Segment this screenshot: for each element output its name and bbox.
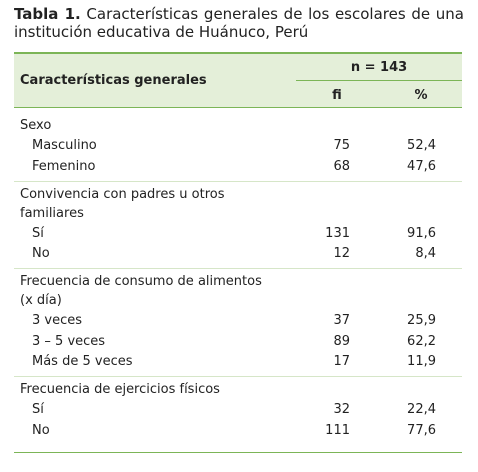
row-label: No — [32, 246, 50, 261]
table-caption: Tabla 1. Características generales de lo… — [14, 5, 464, 41]
row-percent: 25,9 — [407, 313, 436, 328]
group-separator — [14, 180, 462, 182]
group-separator — [14, 268, 462, 269]
row-percent: 11,9 — [407, 354, 436, 369]
row-percent: 47,6 — [407, 158, 436, 174]
row-fi: 32 — [333, 402, 350, 417]
row-fi: 89 — [333, 333, 350, 349]
row-label: Sí — [32, 225, 44, 241]
row-fi: 131 — [325, 225, 350, 241]
row-fi: 68 — [333, 158, 350, 174]
row-percent: 91,6 — [407, 225, 436, 241]
header-fi: fi — [332, 88, 342, 103]
row-label: Masculino — [32, 138, 97, 153]
row-label: No — [32, 422, 50, 438]
row-label: Femenino — [32, 158, 96, 174]
header-bottom-rule — [14, 107, 462, 108]
row-percent: 22,4 — [407, 402, 436, 417]
group-label: familiares — [20, 205, 84, 221]
n-rule — [296, 80, 462, 81]
header-percent: % — [414, 88, 428, 103]
header-characteristics: Características generales — [20, 73, 207, 88]
caption-label: Tabla 1. — [14, 5, 81, 23]
group-label: Sexo — [20, 118, 52, 133]
header-n: n = 143 — [350, 60, 408, 75]
row-label: 3 – 5 veces — [32, 333, 106, 349]
caption-text: Características generales de los escolar… — [14, 5, 464, 41]
group-label: Frecuencia de ejercicios físicos — [20, 382, 220, 397]
row-percent: 62,2 — [407, 333, 436, 349]
row-fi: 17 — [333, 354, 350, 369]
row-label: Más de 5 veces — [32, 354, 133, 369]
row-percent: 77,6 — [407, 422, 436, 438]
row-fi: 37 — [333, 313, 350, 328]
row-percent: 8,4 — [415, 246, 436, 261]
group-label: (x día) — [20, 293, 62, 308]
table-bottom-rule — [14, 452, 462, 453]
row-fi: 12 — [333, 246, 350, 261]
header-top-rule — [14, 52, 462, 54]
row-label: 3 veces — [32, 313, 83, 328]
row-fi: 75 — [333, 138, 350, 153]
row-label: Sí — [32, 402, 44, 417]
row-fi: 111 — [325, 422, 350, 438]
group-label: Frecuencia de consumo de alimentos — [20, 274, 262, 289]
group-separator — [14, 376, 462, 377]
group-label: Convivencia con padres u otros — [20, 186, 225, 202]
row-percent: 52,4 — [407, 138, 436, 153]
